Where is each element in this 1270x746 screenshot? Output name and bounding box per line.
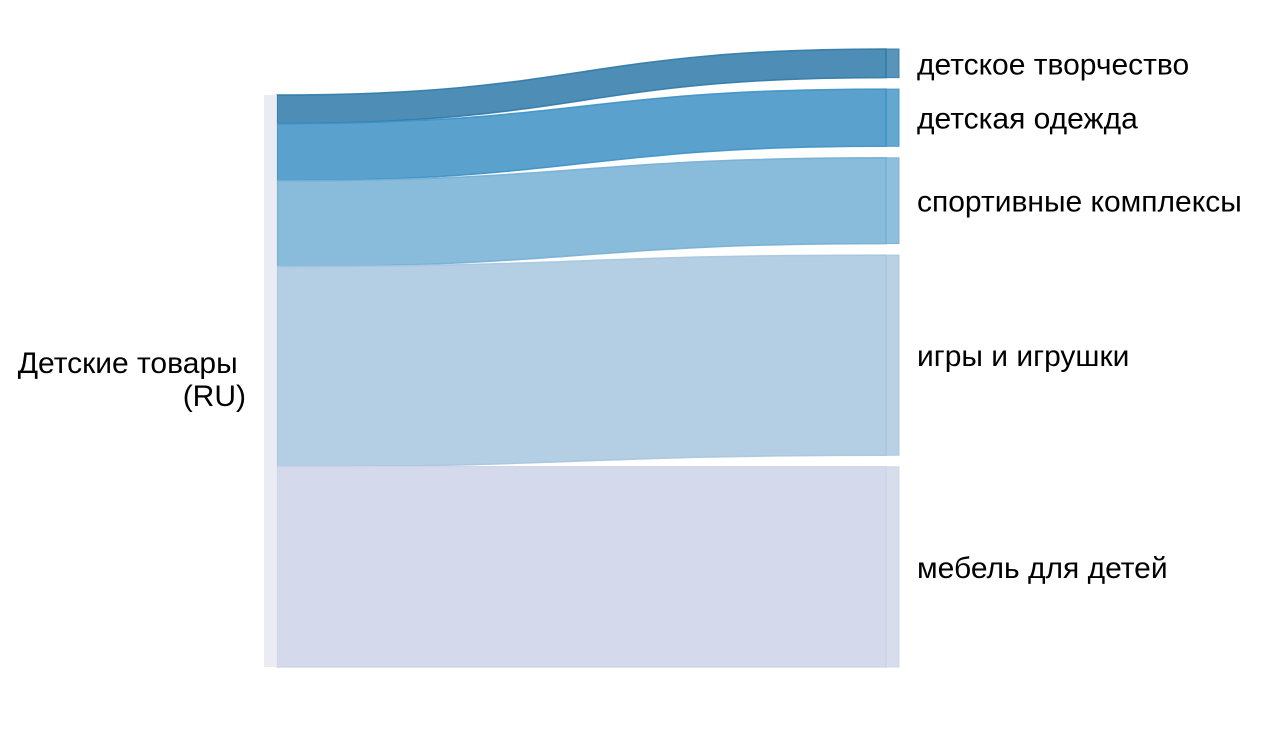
source-label-line-1: Детские товары bbox=[18, 347, 238, 380]
link-5 bbox=[276, 466, 887, 668]
target-node-4 bbox=[885, 254, 900, 456]
target-label-2: детская одежда bbox=[917, 103, 1138, 136]
source-node-label: Детские товары (RU) bbox=[18, 347, 246, 413]
source-node bbox=[264, 95, 277, 667]
sankey-links bbox=[276, 48, 887, 668]
target-node-2 bbox=[885, 88, 900, 147]
sankey-nodes bbox=[264, 48, 900, 668]
target-node-5 bbox=[885, 466, 900, 668]
source-label-line-2: (RU) bbox=[183, 380, 246, 413]
target-label-5: мебель для детей bbox=[917, 552, 1168, 585]
link-4 bbox=[276, 254, 887, 468]
target-node-1 bbox=[885, 48, 900, 79]
target-node-3 bbox=[885, 157, 900, 245]
target-label-1: детское творчество bbox=[917, 48, 1189, 81]
target-label-3: спортивные комплексы bbox=[917, 186, 1242, 219]
target-label-4: игры и игрушки bbox=[917, 340, 1129, 373]
sankey-labels: Детские товары (RU) детское творчество де… bbox=[18, 48, 1242, 585]
